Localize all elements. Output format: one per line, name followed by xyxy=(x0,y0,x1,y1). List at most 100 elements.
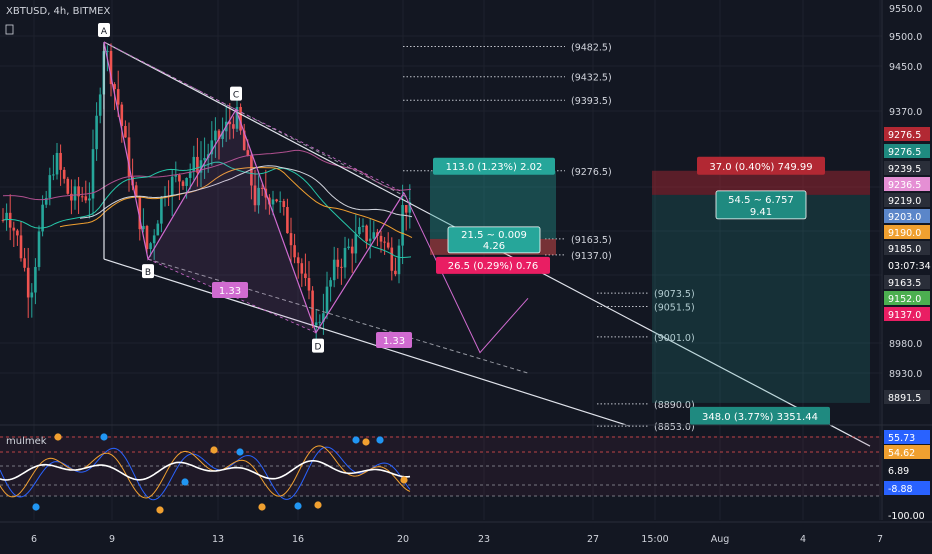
fib-level-label: (9001.0) xyxy=(654,333,695,344)
candle-body xyxy=(246,150,250,156)
oscillator-tag-label: 55.73 xyxy=(888,433,915,444)
grid xyxy=(0,0,882,520)
candle-body xyxy=(390,247,394,271)
candle-body xyxy=(336,259,340,267)
candle-body xyxy=(311,290,314,326)
price-tag xyxy=(884,127,930,141)
candle-body xyxy=(365,225,368,242)
pattern-point-label: C xyxy=(233,91,239,101)
price-tag-label: 9276.5 xyxy=(888,147,921,158)
oscillator-signal-dot xyxy=(156,506,164,514)
time-axis-tick: 15:00 xyxy=(641,534,668,545)
candle-body xyxy=(91,149,95,199)
short-profit-zone xyxy=(652,194,870,403)
oscillator-signal-dot xyxy=(181,478,189,486)
pattern-point-marker xyxy=(98,23,110,38)
price-axis: 9550.0 9500.0 9450.0 9370.0 8980.0 8930.0 9276… xyxy=(881,0,931,520)
oscillator-signal-dot xyxy=(294,502,302,510)
candle-body xyxy=(358,226,361,235)
candle-body xyxy=(397,245,401,275)
candle-body xyxy=(329,280,332,287)
candle-body xyxy=(124,125,127,138)
price-tag-label: 9276.5 xyxy=(888,130,921,141)
candle-body xyxy=(260,187,264,189)
candle-body xyxy=(221,131,224,139)
candle-body xyxy=(325,286,329,314)
long-target-label: 113.0 (1.23%) 2.02 xyxy=(446,162,543,173)
candle-body xyxy=(408,202,412,213)
candle-body xyxy=(307,278,311,291)
candle-body xyxy=(203,157,206,161)
candle-body xyxy=(232,124,235,129)
time-axis-tick: 20 xyxy=(397,534,409,545)
fib-level-label: (9163.5) xyxy=(571,235,612,246)
candle-body xyxy=(242,130,246,151)
candle-body xyxy=(271,199,275,205)
candle-body xyxy=(149,243,152,250)
price-axis-tick: 8980.0 xyxy=(889,339,922,350)
candle-body xyxy=(37,231,41,267)
price-tag xyxy=(884,177,930,191)
candle-body xyxy=(340,266,343,268)
fib-level-label: (9482.5) xyxy=(571,43,612,54)
price-tag-label: 9137.0 xyxy=(888,310,921,321)
price-tag-label: 8891.5 xyxy=(888,393,921,404)
candle-body xyxy=(16,230,19,236)
candle-body xyxy=(289,233,293,246)
candle-body xyxy=(66,178,70,194)
fib-level-label: (8853.0) xyxy=(654,422,695,433)
harmonic-fill xyxy=(148,109,316,333)
candle-body xyxy=(80,196,84,198)
long-stop-badge xyxy=(436,256,550,274)
candle-body xyxy=(30,292,34,298)
candle-body xyxy=(127,137,131,177)
candle-body xyxy=(95,115,98,150)
candle-body xyxy=(394,270,397,275)
fib-level-label: (9137.0) xyxy=(571,251,612,262)
pattern-ratio-badge xyxy=(212,282,248,298)
collapse-icon[interactable] xyxy=(5,24,14,35)
price-tag xyxy=(884,275,930,289)
candle-body xyxy=(293,245,296,258)
oscillator-signal-dot xyxy=(236,448,244,456)
candle-body xyxy=(401,205,404,246)
candle-body xyxy=(41,204,44,232)
candle-body xyxy=(282,201,286,208)
price-axis-tick: 9370.0 xyxy=(889,107,922,118)
candle-body xyxy=(379,235,383,242)
candle-body xyxy=(170,176,174,197)
long-mid-label: 4.26 xyxy=(483,241,505,252)
price-tag-label: 9219.0 xyxy=(888,196,921,207)
oscillator-signal-dot xyxy=(210,446,218,454)
candle-body xyxy=(1,219,5,221)
price-axis-tick: 9500.0 xyxy=(889,32,922,43)
short-stop-label: 37.0 (0.40%) 749.99 xyxy=(709,162,812,173)
candle-body xyxy=(55,152,59,175)
candle-body xyxy=(98,94,102,116)
candle-body xyxy=(210,140,214,155)
fib-level-label: (9073.5) xyxy=(654,289,695,300)
candle-body xyxy=(383,241,386,243)
candle-body xyxy=(196,156,199,173)
candle-body xyxy=(109,50,113,85)
time-axis-tick: 9 xyxy=(109,534,115,545)
candle-body xyxy=(23,258,26,268)
price-axis-tick: 9450.0 xyxy=(889,62,922,73)
candle-body xyxy=(12,227,16,231)
short-mid-badge xyxy=(715,190,807,220)
candle-body xyxy=(372,232,376,239)
time-axis-tick: 16 xyxy=(292,534,304,545)
dashed-trend xyxy=(103,41,411,200)
candle-body xyxy=(134,185,138,197)
pattern-point-marker xyxy=(142,264,154,279)
price-tag-label: 9152.0 xyxy=(888,294,921,305)
pattern-point-label: A xyxy=(101,27,108,37)
candle-body xyxy=(235,107,239,129)
price-tag xyxy=(884,307,930,321)
candle-body xyxy=(314,322,318,326)
fib-level-label: (9276.5) xyxy=(571,167,612,178)
time-axis-tick: 4 xyxy=(800,534,806,545)
short-stop-badge xyxy=(697,156,825,175)
oscillator-signal-dot xyxy=(54,433,62,441)
